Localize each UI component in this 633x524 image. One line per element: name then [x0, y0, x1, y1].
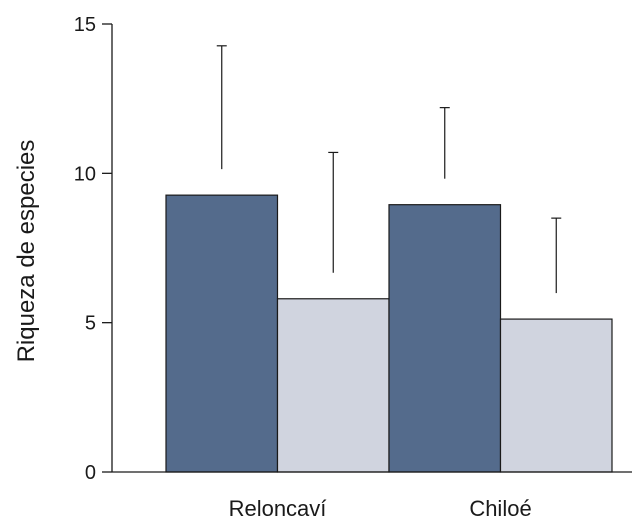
- y-tick-label-0: 0: [85, 462, 96, 484]
- error-bars-group: [216, 45, 562, 294]
- x-tick-label-0: Reloncaví: [229, 496, 327, 521]
- x-tick-label-1: Chiloé: [469, 496, 531, 521]
- axes-group: [102, 23, 632, 473]
- bars-group: [165, 194, 613, 473]
- y-tick-label-1: 5: [85, 313, 96, 335]
- bar-series2-1: [499, 318, 613, 473]
- bar-series1-0: [165, 194, 279, 473]
- bar-series1-1: [388, 204, 502, 473]
- labels-group: Reloncaví Chiloé 0 5 10 15: [74, 14, 532, 521]
- y-tick-label-2: 10: [74, 163, 96, 185]
- bar-series2-0: [276, 298, 390, 473]
- y-tick-label-3: 15: [74, 14, 96, 36]
- y-axis-title: Riqueza de especies: [13, 140, 40, 363]
